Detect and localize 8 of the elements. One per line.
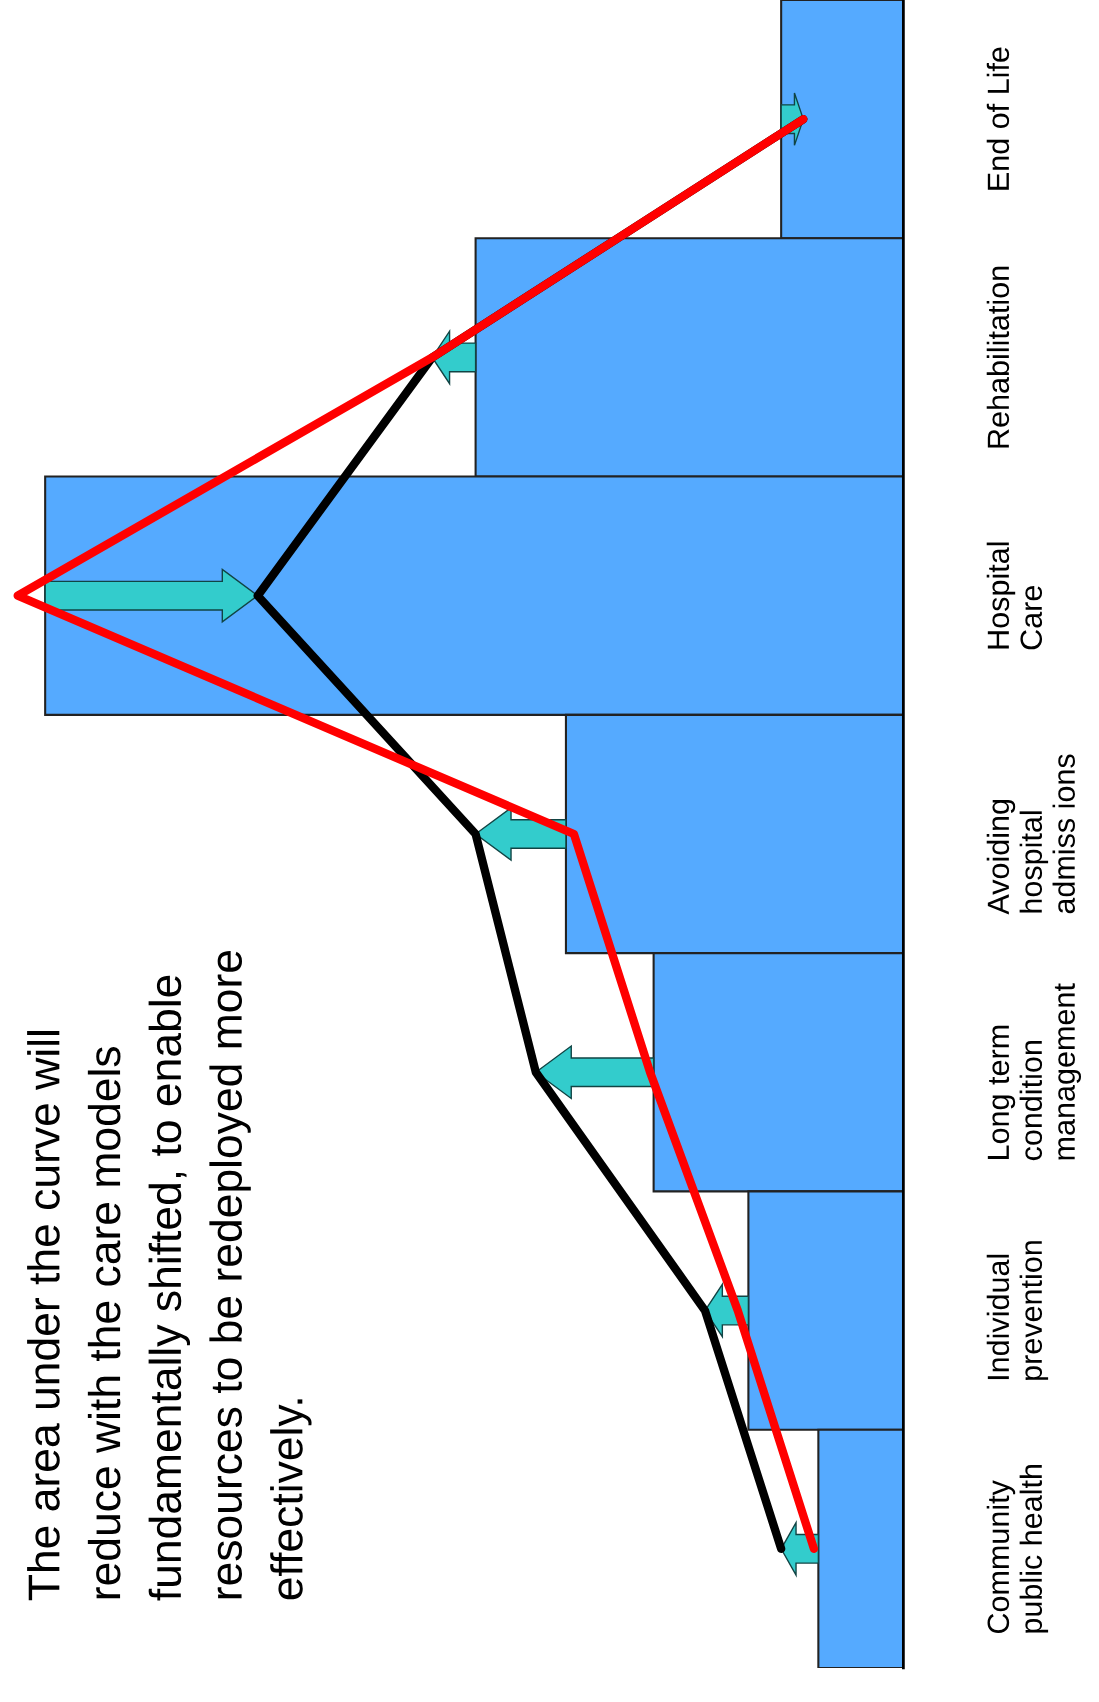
y-tick-label: Long term condition management [987, 983, 1082, 1161]
y-tick-label: Rehabilitation [986, 266, 1010, 448]
y-tick-label: Hospital Care [986, 542, 1043, 650]
y-tick-label: Avoiding hospital admiss ions [986, 754, 1075, 915]
annotation: The area under the curve will reduce with the care models fundamentally shifted, to enable resources to be redeployed more effectively. [27, 951, 312, 1601]
y-tick-label: Community public health [986, 1465, 1049, 1634]
y-tick-label: Individual prevention [986, 1241, 1049, 1380]
y-tick-label: End of Life [986, 47, 1010, 190]
